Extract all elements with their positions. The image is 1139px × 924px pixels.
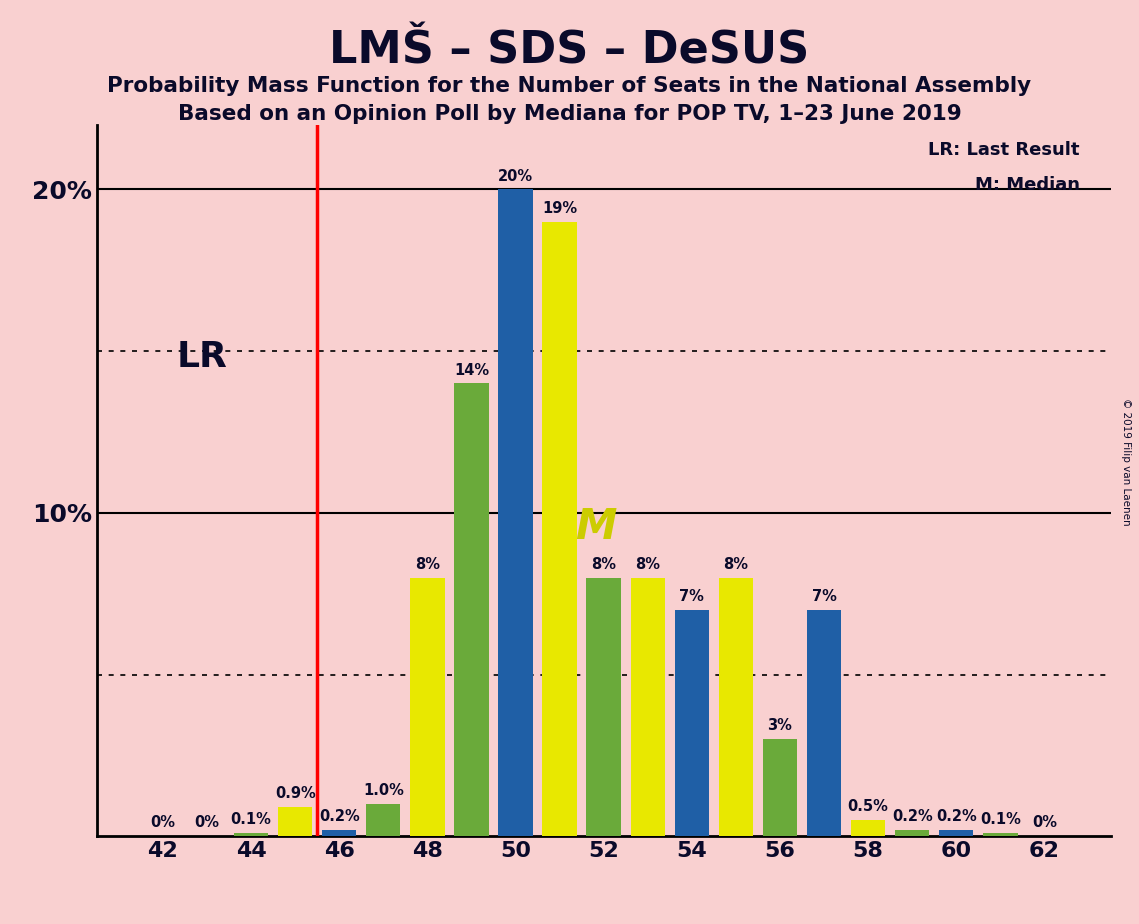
Bar (322, 830, 357, 836)
Bar (674, 610, 708, 836)
Text: 19%: 19% (542, 201, 577, 216)
Bar (719, 578, 753, 836)
Text: M: M (575, 505, 616, 548)
Text: 0.1%: 0.1% (230, 812, 271, 827)
Text: 0.9%: 0.9% (274, 786, 316, 801)
Text: 1.0%: 1.0% (363, 783, 403, 798)
Text: 8%: 8% (636, 556, 661, 572)
Bar (542, 222, 576, 836)
Text: 8%: 8% (723, 556, 748, 572)
Text: 0.2%: 0.2% (892, 808, 933, 824)
Text: 8%: 8% (415, 556, 440, 572)
Text: LMŠ – SDS – DeSUS: LMŠ – SDS – DeSUS (329, 30, 810, 73)
Text: © 2019 Filip van Laenen: © 2019 Filip van Laenen (1121, 398, 1131, 526)
Bar (366, 804, 401, 836)
Text: 7%: 7% (812, 589, 836, 604)
Text: M: Median: M: Median (975, 176, 1080, 194)
Text: LR: LR (177, 340, 227, 374)
Text: Probability Mass Function for the Number of Seats in the National Assembly: Probability Mass Function for the Number… (107, 76, 1032, 96)
Bar (983, 833, 1017, 836)
Text: Based on an Opinion Poll by Mediana for POP TV, 1–23 June 2019: Based on an Opinion Poll by Mediana for … (178, 104, 961, 125)
Bar (454, 383, 489, 836)
Text: 3%: 3% (768, 718, 793, 734)
Bar (806, 610, 842, 836)
Text: 0.5%: 0.5% (847, 799, 888, 814)
Bar (851, 821, 885, 836)
Text: 7%: 7% (679, 589, 704, 604)
Text: 0%: 0% (195, 815, 220, 831)
Bar (410, 578, 444, 836)
Text: 0%: 0% (1032, 815, 1057, 831)
Text: 0.1%: 0.1% (980, 812, 1021, 827)
Bar (499, 189, 533, 836)
Text: 20%: 20% (498, 168, 533, 184)
Text: 0%: 0% (150, 815, 175, 831)
Bar (939, 830, 974, 836)
Bar (895, 830, 929, 836)
Text: 8%: 8% (591, 556, 616, 572)
Bar (763, 739, 797, 836)
Bar (278, 808, 312, 836)
Text: 0.2%: 0.2% (319, 808, 360, 824)
Bar (631, 578, 665, 836)
Text: LR: Last Result: LR: Last Result (928, 140, 1080, 159)
Text: 14%: 14% (453, 362, 489, 378)
Bar (233, 833, 269, 836)
Text: 0.2%: 0.2% (936, 808, 976, 824)
Bar (587, 578, 621, 836)
